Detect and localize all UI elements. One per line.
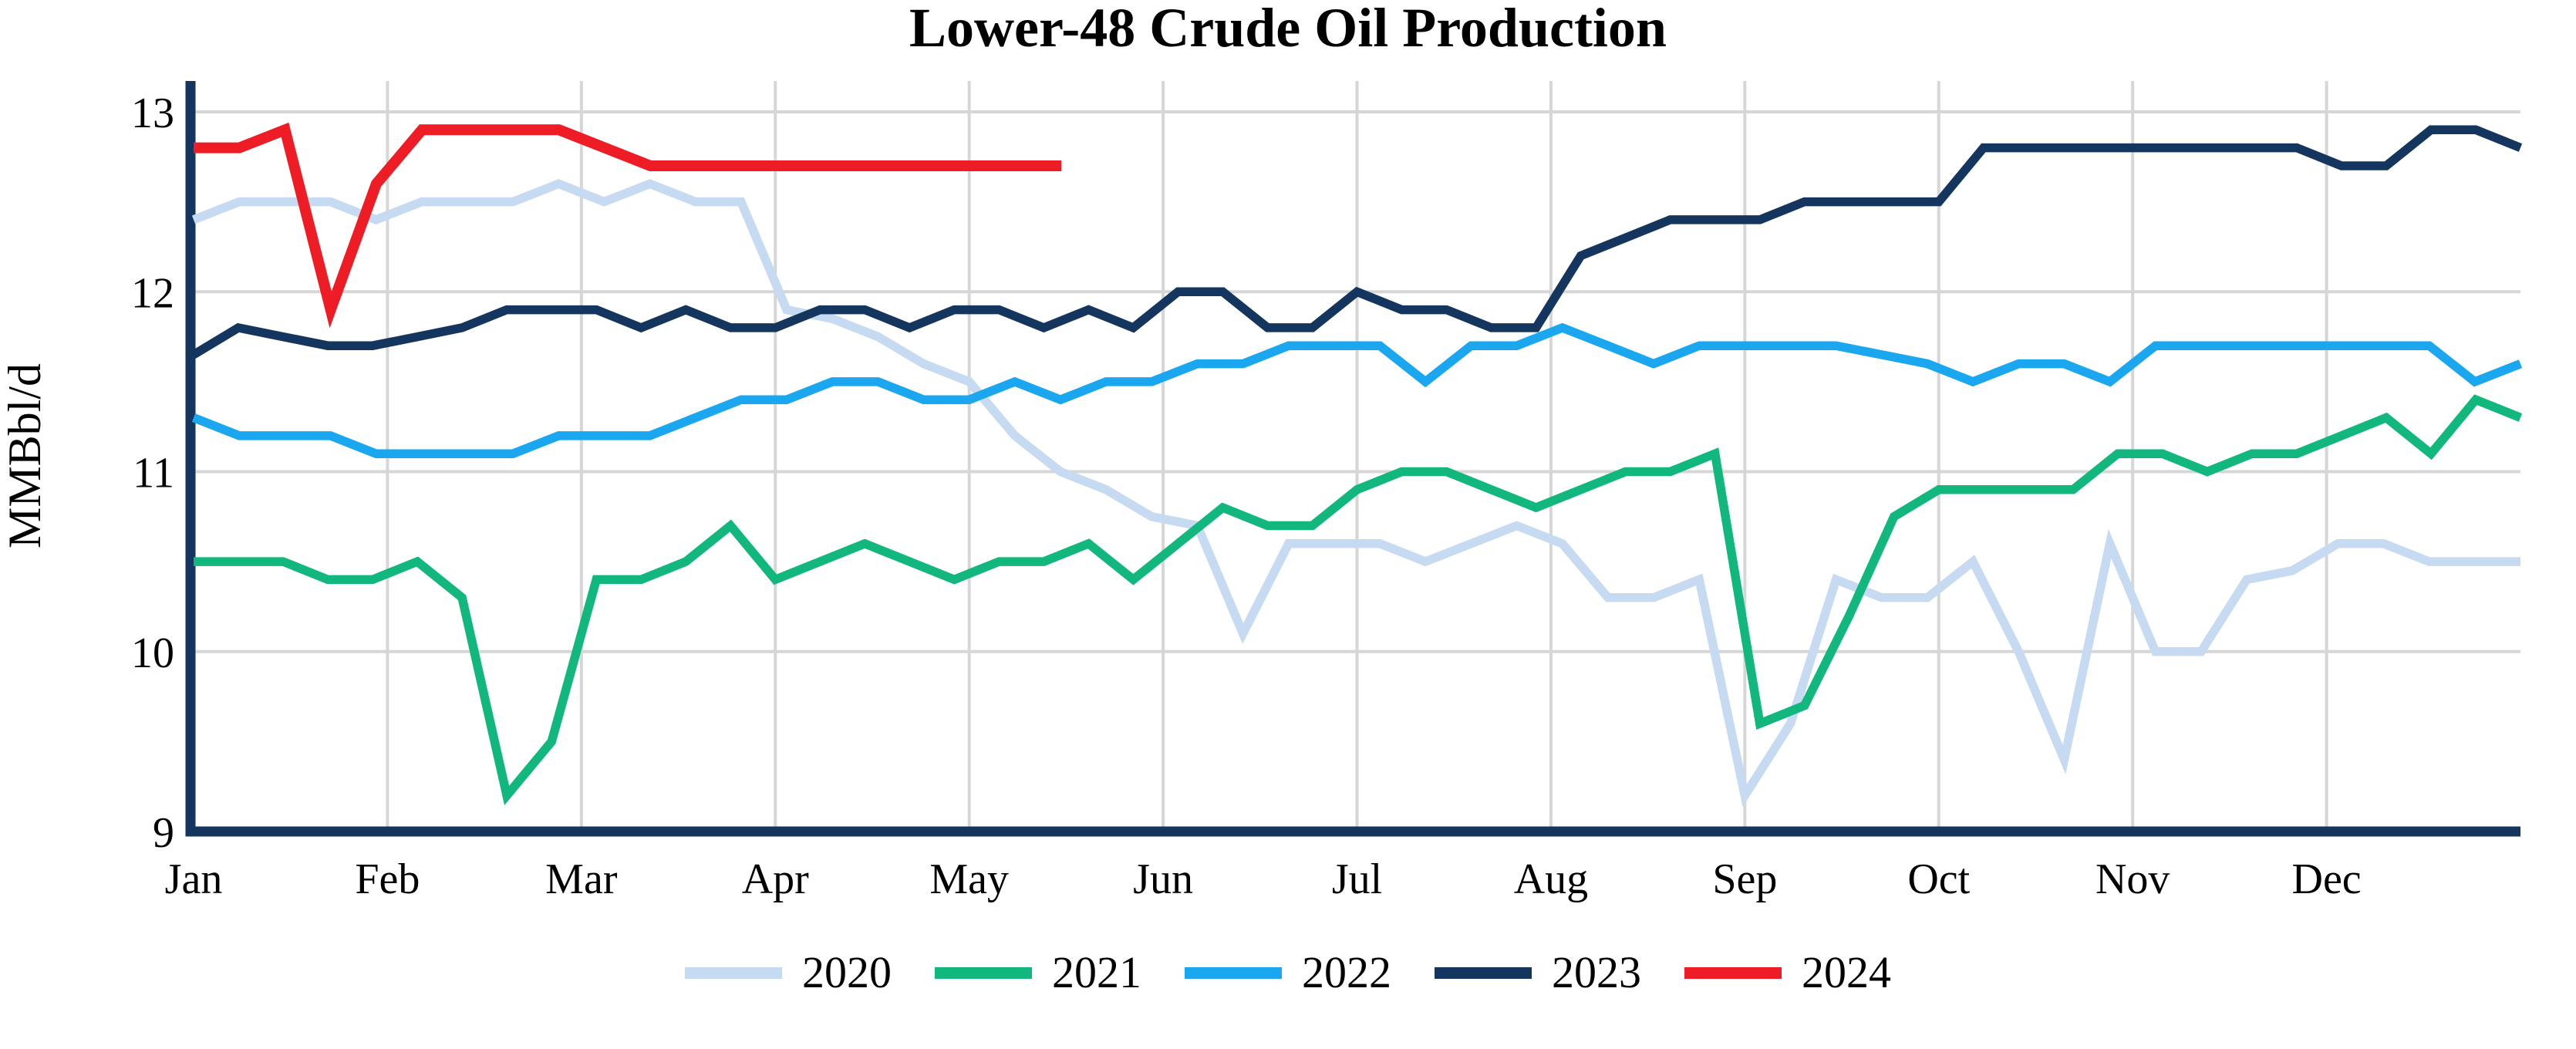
legend-label-2024: 2024 <box>1802 947 1891 997</box>
x-tick-label-sep: Sep <box>1712 855 1777 903</box>
series-line-2022 <box>191 322 2523 458</box>
legend-label-2021: 2021 <box>1052 947 1141 997</box>
series-line-2024 <box>194 122 1062 329</box>
legend-item-2024: 2024 <box>1684 950 1891 995</box>
legend-item-2020: 2020 <box>685 950 892 995</box>
legend-swatch-2024 <box>1684 966 1782 979</box>
x-tick-label-aug: Aug <box>1514 855 1588 903</box>
chart-title: Lower-48 Crude Oil Production <box>909 0 1667 59</box>
x-tick-label-may: May <box>929 855 1009 903</box>
legend-item-2021: 2021 <box>935 950 1141 995</box>
legend-label-2022: 2022 <box>1302 947 1391 997</box>
series-line-2023 <box>191 125 2523 359</box>
x-tick-label-dec: Dec <box>2292 855 2362 903</box>
axes <box>185 81 2520 837</box>
x-tick-label-nov: Nov <box>2096 855 2170 903</box>
legend-swatch-2023 <box>1435 966 1532 979</box>
y-tick-label-11: 11 <box>133 450 174 498</box>
y-tick-label-9: 9 <box>153 809 174 857</box>
legend-label-2020: 2020 <box>802 947 892 997</box>
x-tick-label-jan: Jan <box>165 855 223 903</box>
legend-swatch-2022 <box>1185 966 1282 979</box>
y-axis-title: MMBbl/d <box>0 363 50 548</box>
x-tick-label-oct: Oct <box>1907 855 1970 903</box>
legend-item-2022: 2022 <box>1185 950 1391 995</box>
x-tick-label-feb: Feb <box>355 855 420 903</box>
x-tick-label-jun: Jun <box>1133 855 1193 903</box>
series-line-2021 <box>194 394 2523 806</box>
legend-item-2023: 2023 <box>1435 950 1641 995</box>
series-lines <box>191 122 2523 808</box>
series-line-2020 <box>191 179 2520 808</box>
y-tick-label-12: 12 <box>131 269 174 317</box>
tick-labels: 9 10 11 12 13 Jan Feb Mar Apr May Jun Jul Aug Sep Oct N… <box>131 89 2362 903</box>
legend: 2020 2021 2022 2023 2024 <box>0 930 2576 1015</box>
x-tick-label-apr: Apr <box>742 855 809 903</box>
y-tick-label-13: 13 <box>131 89 174 137</box>
y-tick-label-10: 10 <box>131 629 174 677</box>
legend-swatch-2020 <box>685 966 782 979</box>
legend-label-2023: 2023 <box>1552 947 1641 997</box>
x-tick-label-mar: Mar <box>545 855 618 903</box>
legend-swatch-2021 <box>935 966 1032 979</box>
x-tick-label-jul: Jul <box>1332 855 1382 903</box>
